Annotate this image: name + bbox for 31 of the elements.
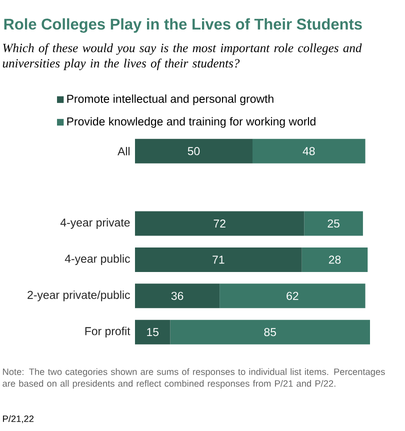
bar xyxy=(134,138,252,164)
bar xyxy=(170,320,370,344)
data-label: 71 xyxy=(212,256,224,264)
legend-label: Provide knowledge and training for working world xyxy=(67,117,316,128)
data-label: 50 xyxy=(188,147,200,156)
bar xyxy=(134,247,302,272)
data-label: 72 xyxy=(214,219,226,228)
text: Note: The two categories shown are sums of responses to individual list items. Percentages are based on all presidents and reflect combined responses from P/21 and P/22. xyxy=(2,368,385,389)
data-label: 15 xyxy=(147,328,159,336)
y-tick-label: 2-year private/public xyxy=(28,290,130,302)
y-tick-label: For profit xyxy=(85,326,130,338)
data-label: 62 xyxy=(286,292,298,300)
legend-label: Promote intellectual and personal growth xyxy=(67,94,274,106)
bar xyxy=(134,211,304,236)
y-tick-label: 4-year public xyxy=(64,254,130,266)
bar xyxy=(220,284,366,308)
data-label: 85 xyxy=(264,328,276,336)
y-tick-label: All xyxy=(118,146,130,156)
bar xyxy=(252,138,366,164)
text: P/21,22 xyxy=(3,415,34,424)
data-label: 36 xyxy=(171,292,184,300)
data-label: 48 xyxy=(302,147,315,156)
bar xyxy=(134,284,220,308)
bar xyxy=(134,320,170,344)
data-label: 25 xyxy=(328,219,340,228)
chart-subtitle: Which of these would you say is the most important role colleges and universities play in the lives of their students? xyxy=(2,43,362,70)
bar xyxy=(304,211,363,236)
chart-title: Role Colleges Play in the Lives of Their Students xyxy=(4,18,362,33)
y-tick-label: 4-year private xyxy=(60,218,130,229)
bar xyxy=(302,247,368,272)
data-label: 28 xyxy=(328,256,341,264)
